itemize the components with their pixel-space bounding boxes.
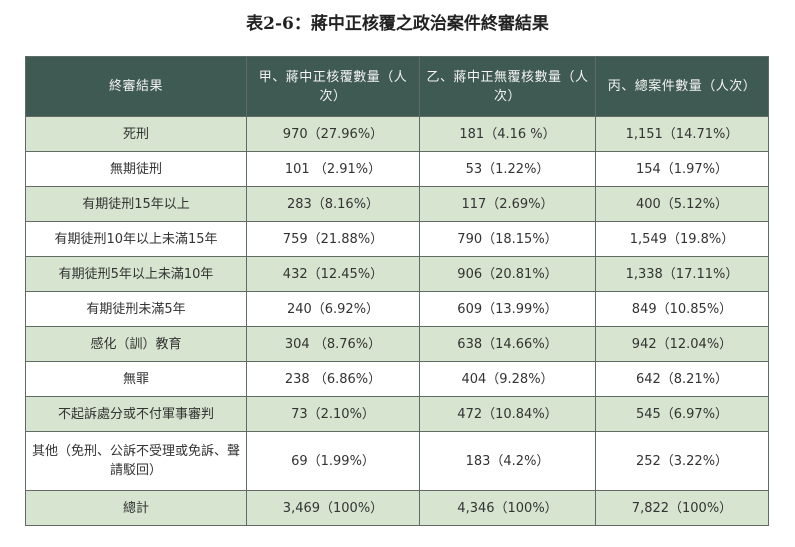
reviewed-cell: 69（1.99%） bbox=[246, 431, 420, 491]
unreviewed-cell: 53（1.22%） bbox=[419, 151, 596, 187]
verdict-cell: 無期徒刑 bbox=[25, 151, 247, 187]
unreviewed-cell: 472（10.84%） bbox=[419, 396, 596, 432]
table-header: 終審結果 甲、蔣中正核覆數量（人次） 乙、蔣中正無覆核數量（人次） 丙、總案件數… bbox=[25, 56, 769, 117]
unreviewed-cell: 790（18.15%） bbox=[419, 221, 596, 257]
header-unreviewed-count: 乙、蔣中正無覆核數量（人次） bbox=[419, 56, 596, 117]
total-cell: 1,338（17.11%） bbox=[595, 256, 769, 292]
total-cell: 849（10.85%） bbox=[595, 291, 769, 327]
unreviewed-cell: 638（14.66%） bbox=[419, 326, 596, 362]
unreviewed-cell: 4,346（100%） bbox=[419, 490, 596, 526]
verdict-cell: 感化（訓）教育 bbox=[25, 326, 247, 362]
table-row: 其他（免刑、公訴不受理或免訴、聲請駁回） 69（1.99%） 183（4.2%）… bbox=[25, 431, 769, 491]
reviewed-cell: 238 （6.86%） bbox=[246, 361, 420, 397]
table-row: 有期徒刑5年以上未滿10年 432（12.45%） 906（20.81%） 1,… bbox=[25, 256, 769, 292]
table-row: 死刑 970（27.96%） 181（4.16 %） 1,151（14.71%） bbox=[25, 116, 769, 152]
total-cell: 1,549（19.8%） bbox=[595, 221, 769, 257]
total-cell: 1,151（14.71%） bbox=[595, 116, 769, 152]
unreviewed-cell: 183（4.2%） bbox=[419, 431, 596, 491]
reviewed-cell: 3,469（100%） bbox=[246, 490, 420, 526]
verdict-cell: 有期徒刑15年以上 bbox=[25, 186, 247, 222]
verdict-cell: 無罪 bbox=[25, 361, 247, 397]
reviewed-cell: 73（2.10%） bbox=[246, 396, 420, 432]
header-reviewed-count: 甲、蔣中正核覆數量（人次） bbox=[246, 56, 420, 117]
reviewed-cell: 759（21.88%） bbox=[246, 221, 420, 257]
table-row: 感化（訓）教育 304 （8.76%） 638（14.66%） 942（12.0… bbox=[25, 326, 769, 362]
table-row: 有期徒刑10年以上未滿15年 759（21.88%） 790（18.15%） 1… bbox=[25, 221, 769, 257]
unreviewed-cell: 906（20.81%） bbox=[419, 256, 596, 292]
unreviewed-cell: 404（9.28%） bbox=[419, 361, 596, 397]
table-row: 無罪 238 （6.86%） 404（9.28%） 642（8.21%） bbox=[25, 361, 769, 397]
verdict-cell: 其他（免刑、公訴不受理或免訴、聲請駁回） bbox=[25, 431, 247, 491]
verdict-cell: 有期徒刑5年以上未滿10年 bbox=[25, 256, 247, 292]
verdict-cell: 有期徒刑未滿5年 bbox=[25, 291, 247, 327]
total-cell: 642（8.21%） bbox=[595, 361, 769, 397]
total-cell: 942（12.04%） bbox=[595, 326, 769, 362]
total-cell: 252（3.22%） bbox=[595, 431, 769, 491]
unreviewed-cell: 181（4.16 %） bbox=[419, 116, 596, 152]
unreviewed-cell: 609（13.99%） bbox=[419, 291, 596, 327]
table-body: 死刑 970（27.96%） 181（4.16 %） 1,151（14.71%）… bbox=[25, 116, 769, 526]
reviewed-cell: 432（12.45%） bbox=[246, 256, 420, 292]
verdict-cell: 有期徒刑10年以上未滿15年 bbox=[25, 221, 247, 257]
reviewed-cell: 240（6.92%） bbox=[246, 291, 420, 327]
reviewed-cell: 304 （8.76%） bbox=[246, 326, 420, 362]
table-row: 不起訴處分或不付軍事審判 73（2.10%） 472（10.84%） 545（6… bbox=[25, 396, 769, 432]
header-verdict: 終審結果 bbox=[25, 56, 247, 117]
results-table: 終審結果 甲、蔣中正核覆數量（人次） 乙、蔣中正無覆核數量（人次） 丙、總案件數… bbox=[25, 56, 769, 526]
reviewed-cell: 283（8.16%） bbox=[246, 186, 420, 222]
header-total-count: 丙、總案件數量（人次） bbox=[595, 56, 769, 117]
table-row: 有期徒刑15年以上 283（8.16%） 117（2.69%） 400（5.12… bbox=[25, 186, 769, 222]
total-cell: 545（6.97%） bbox=[595, 396, 769, 432]
total-cell: 7,822（100%） bbox=[595, 490, 769, 526]
reviewed-cell: 101 （2.91%） bbox=[246, 151, 420, 187]
reviewed-cell: 970（27.96%） bbox=[246, 116, 420, 152]
total-cell: 400（5.12%） bbox=[595, 186, 769, 222]
verdict-cell: 總計 bbox=[25, 490, 247, 526]
verdict-cell: 不起訴處分或不付軍事審判 bbox=[25, 396, 247, 432]
table-row: 有期徒刑未滿5年 240（6.92%） 609（13.99%） 849（10.8… bbox=[25, 291, 769, 327]
header-row: 終審結果 甲、蔣中正核覆數量（人次） 乙、蔣中正無覆核數量（人次） 丙、總案件數… bbox=[25, 56, 769, 117]
total-row: 總計 3,469（100%） 4,346（100%） 7,822（100%） bbox=[25, 490, 769, 526]
verdict-cell: 死刑 bbox=[25, 116, 247, 152]
unreviewed-cell: 117（2.69%） bbox=[419, 186, 596, 222]
total-cell: 154（1.97%） bbox=[595, 151, 769, 187]
table-row: 無期徒刑 101 （2.91%） 53（1.22%） 154（1.97%） bbox=[25, 151, 769, 187]
table-title: 表2-6：蔣中正核覆之政治案件終審結果 bbox=[246, 14, 549, 34]
